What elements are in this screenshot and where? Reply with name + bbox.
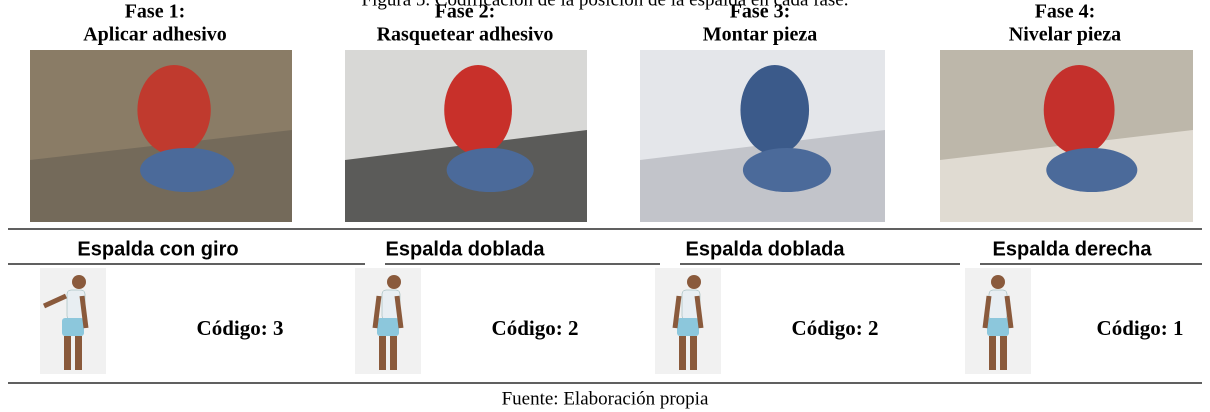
code-label: Código: 2 bbox=[492, 316, 579, 340]
posture-figure bbox=[655, 268, 721, 374]
figure-leg bbox=[1000, 336, 1007, 370]
phase-subtitle: Nivelar pieza bbox=[1009, 24, 1121, 46]
photo-worker bbox=[1043, 65, 1115, 155]
phase-subtitle: Montar pieza bbox=[703, 24, 818, 46]
figure-head bbox=[387, 275, 401, 289]
figure-leg bbox=[679, 336, 686, 370]
photo bbox=[345, 50, 587, 222]
photo-legs bbox=[1046, 148, 1138, 192]
figure-arm bbox=[372, 295, 382, 329]
photo-legs bbox=[140, 148, 235, 192]
caption: Figura 5. Codificación de la posición de… bbox=[362, 0, 849, 10]
phase-title: Fase 3: bbox=[730, 1, 791, 23]
figure-arm bbox=[672, 295, 682, 329]
posture-label: Espalda doblada bbox=[386, 238, 546, 260]
figure-arm bbox=[1004, 295, 1014, 329]
figure-leg bbox=[75, 336, 82, 370]
figure-arm bbox=[694, 295, 704, 329]
figure-head bbox=[991, 275, 1005, 289]
photo bbox=[940, 50, 1193, 222]
figure-leg bbox=[390, 336, 397, 370]
code-label: Código: 3 bbox=[197, 316, 284, 340]
figure-arm bbox=[982, 295, 992, 329]
photo-worker bbox=[740, 65, 810, 155]
phase-title: Fase 4: bbox=[1035, 1, 1096, 23]
photo bbox=[30, 50, 292, 222]
phase-subtitle: Aplicar adhesivo bbox=[83, 24, 227, 46]
figure-leg bbox=[690, 336, 697, 370]
posture-figure bbox=[40, 268, 106, 374]
code-label: Código: 1 bbox=[1097, 316, 1184, 340]
figure-arm bbox=[79, 295, 89, 329]
phase-subtitle: Rasquetear adhesivo bbox=[377, 24, 554, 46]
figure-leg bbox=[64, 336, 71, 370]
figure-shorts bbox=[377, 318, 399, 336]
figure-head bbox=[72, 275, 86, 289]
posture-label: Espalda con giro bbox=[77, 238, 238, 260]
figure-shorts bbox=[987, 318, 1009, 336]
posture-label: Espalda derecha bbox=[993, 238, 1153, 260]
phase-title: Fase 1: bbox=[125, 1, 186, 23]
photo-legs bbox=[446, 148, 534, 192]
posture-figure bbox=[965, 268, 1031, 374]
source: Fuente: Elaboración propia bbox=[502, 388, 709, 409]
photo-legs bbox=[742, 148, 832, 192]
photo-worker bbox=[137, 65, 211, 155]
figure-leg bbox=[989, 336, 996, 370]
photo bbox=[640, 50, 885, 222]
posture-label: Espalda doblada bbox=[686, 238, 846, 260]
figure-shorts bbox=[62, 318, 84, 336]
photo-worker bbox=[444, 65, 512, 155]
figure-leg bbox=[379, 336, 386, 370]
figure-arm bbox=[394, 295, 404, 329]
figure-head bbox=[687, 275, 701, 289]
figure-torso bbox=[988, 289, 1008, 321]
phase-title: Fase 2: bbox=[435, 1, 496, 23]
figure-shorts bbox=[677, 318, 699, 336]
figure-arm bbox=[42, 293, 68, 309]
code-label: Código: 2 bbox=[792, 316, 879, 340]
posture-figure bbox=[355, 268, 421, 374]
